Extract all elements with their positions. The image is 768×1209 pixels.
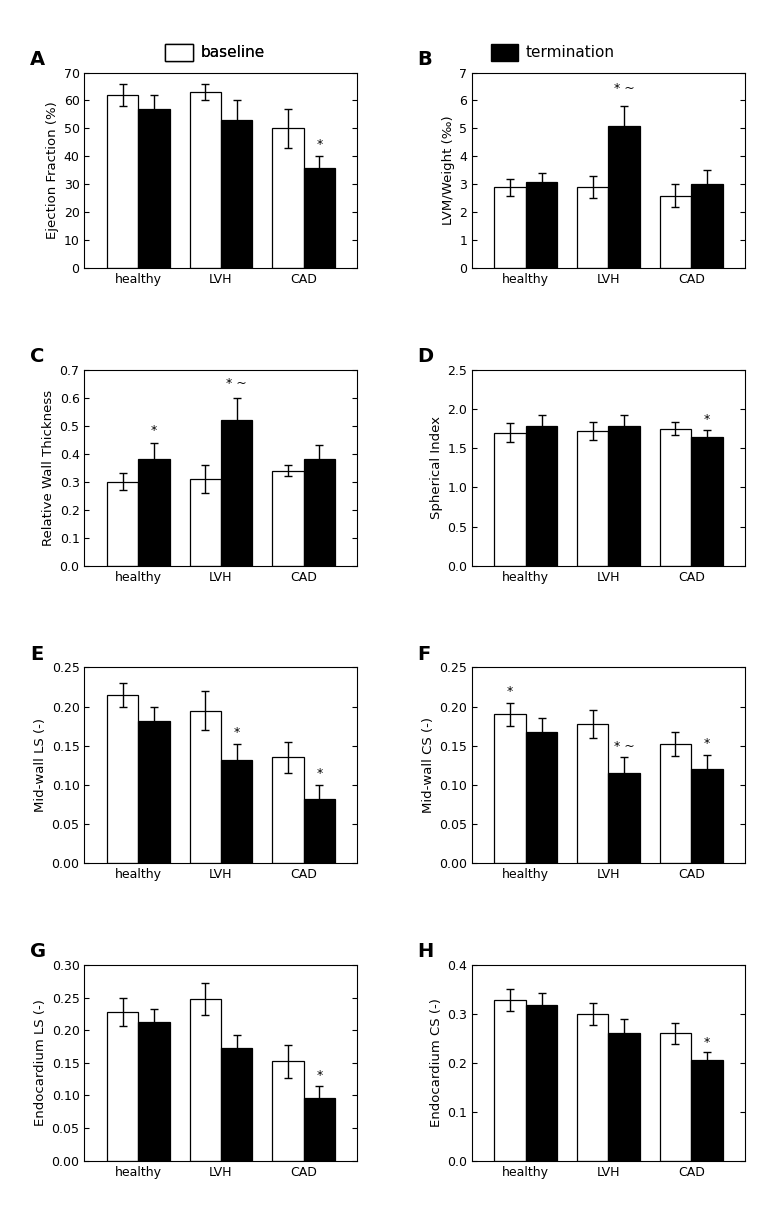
Bar [608, 1034, 640, 1161]
Text: *: * [507, 686, 513, 698]
Y-axis label: Mid-wall LS (-): Mid-wall LS (-) [35, 718, 48, 812]
Bar [660, 745, 691, 863]
Bar [221, 120, 253, 268]
Text: *: * [703, 737, 710, 751]
Bar [107, 695, 138, 863]
Bar [107, 94, 138, 268]
Text: * ~: * ~ [614, 82, 634, 94]
Bar [221, 759, 253, 863]
Bar [691, 769, 723, 863]
Bar [660, 196, 691, 268]
Text: H: H [418, 942, 434, 961]
Bar [138, 721, 170, 863]
Text: *: * [316, 138, 323, 151]
Bar [107, 482, 138, 566]
Bar [303, 459, 335, 566]
Y-axis label: Spherical Index: Spherical Index [430, 416, 443, 520]
Bar [190, 92, 221, 268]
Bar [608, 773, 640, 863]
Bar [577, 432, 608, 566]
Text: F: F [418, 644, 431, 664]
Bar [526, 1005, 558, 1161]
Bar [660, 1034, 691, 1161]
Text: A: A [30, 50, 45, 69]
Y-axis label: Endocardium CS (-): Endocardium CS (-) [430, 999, 443, 1127]
Text: * ~: * ~ [227, 376, 247, 389]
Text: C: C [30, 347, 45, 366]
Bar [272, 470, 303, 566]
Bar [272, 758, 303, 863]
Bar [138, 109, 170, 268]
Text: D: D [418, 347, 434, 366]
Bar [272, 128, 303, 268]
Bar [495, 1000, 526, 1161]
Text: *: * [703, 1036, 710, 1048]
Bar [495, 715, 526, 863]
Bar [190, 479, 221, 566]
Bar [303, 799, 335, 863]
Text: *: * [316, 1069, 323, 1082]
Bar [577, 187, 608, 268]
Text: *: * [316, 768, 323, 780]
Bar [608, 126, 640, 268]
Bar [691, 1060, 723, 1161]
Bar [221, 421, 253, 566]
Legend: baseline: baseline [159, 37, 271, 66]
Bar [577, 724, 608, 863]
Bar [221, 1048, 253, 1161]
Text: *: * [151, 424, 157, 438]
Text: E: E [30, 644, 43, 664]
Text: *: * [703, 413, 710, 427]
Bar [526, 731, 558, 863]
Bar [691, 184, 723, 268]
Bar [691, 436, 723, 566]
Y-axis label: Mid-wall CS (-): Mid-wall CS (-) [422, 717, 435, 814]
Y-axis label: Ejection Fraction (%): Ejection Fraction (%) [46, 102, 59, 239]
Bar [190, 711, 221, 863]
Text: G: G [30, 942, 46, 961]
Bar [272, 1062, 303, 1161]
Text: * ~: * ~ [614, 740, 634, 753]
Bar [495, 187, 526, 268]
Bar [608, 427, 640, 566]
Y-axis label: LVM/Weight (‰): LVM/Weight (‰) [442, 116, 455, 225]
Y-axis label: Endocardium LS (-): Endocardium LS (-) [35, 1000, 48, 1127]
Bar [303, 1098, 335, 1161]
Bar [577, 1014, 608, 1161]
Bar [138, 459, 170, 566]
Bar [138, 1023, 170, 1161]
Bar [495, 433, 526, 566]
Bar [190, 999, 221, 1161]
Legend: termination: termination [485, 37, 621, 66]
Bar [526, 181, 558, 268]
Bar [107, 1012, 138, 1161]
Text: *: * [233, 727, 240, 740]
Bar [303, 168, 335, 268]
Bar [526, 427, 558, 566]
Y-axis label: Relative Wall Thickness: Relative Wall Thickness [42, 389, 55, 546]
Text: B: B [418, 50, 432, 69]
Bar [660, 429, 691, 566]
